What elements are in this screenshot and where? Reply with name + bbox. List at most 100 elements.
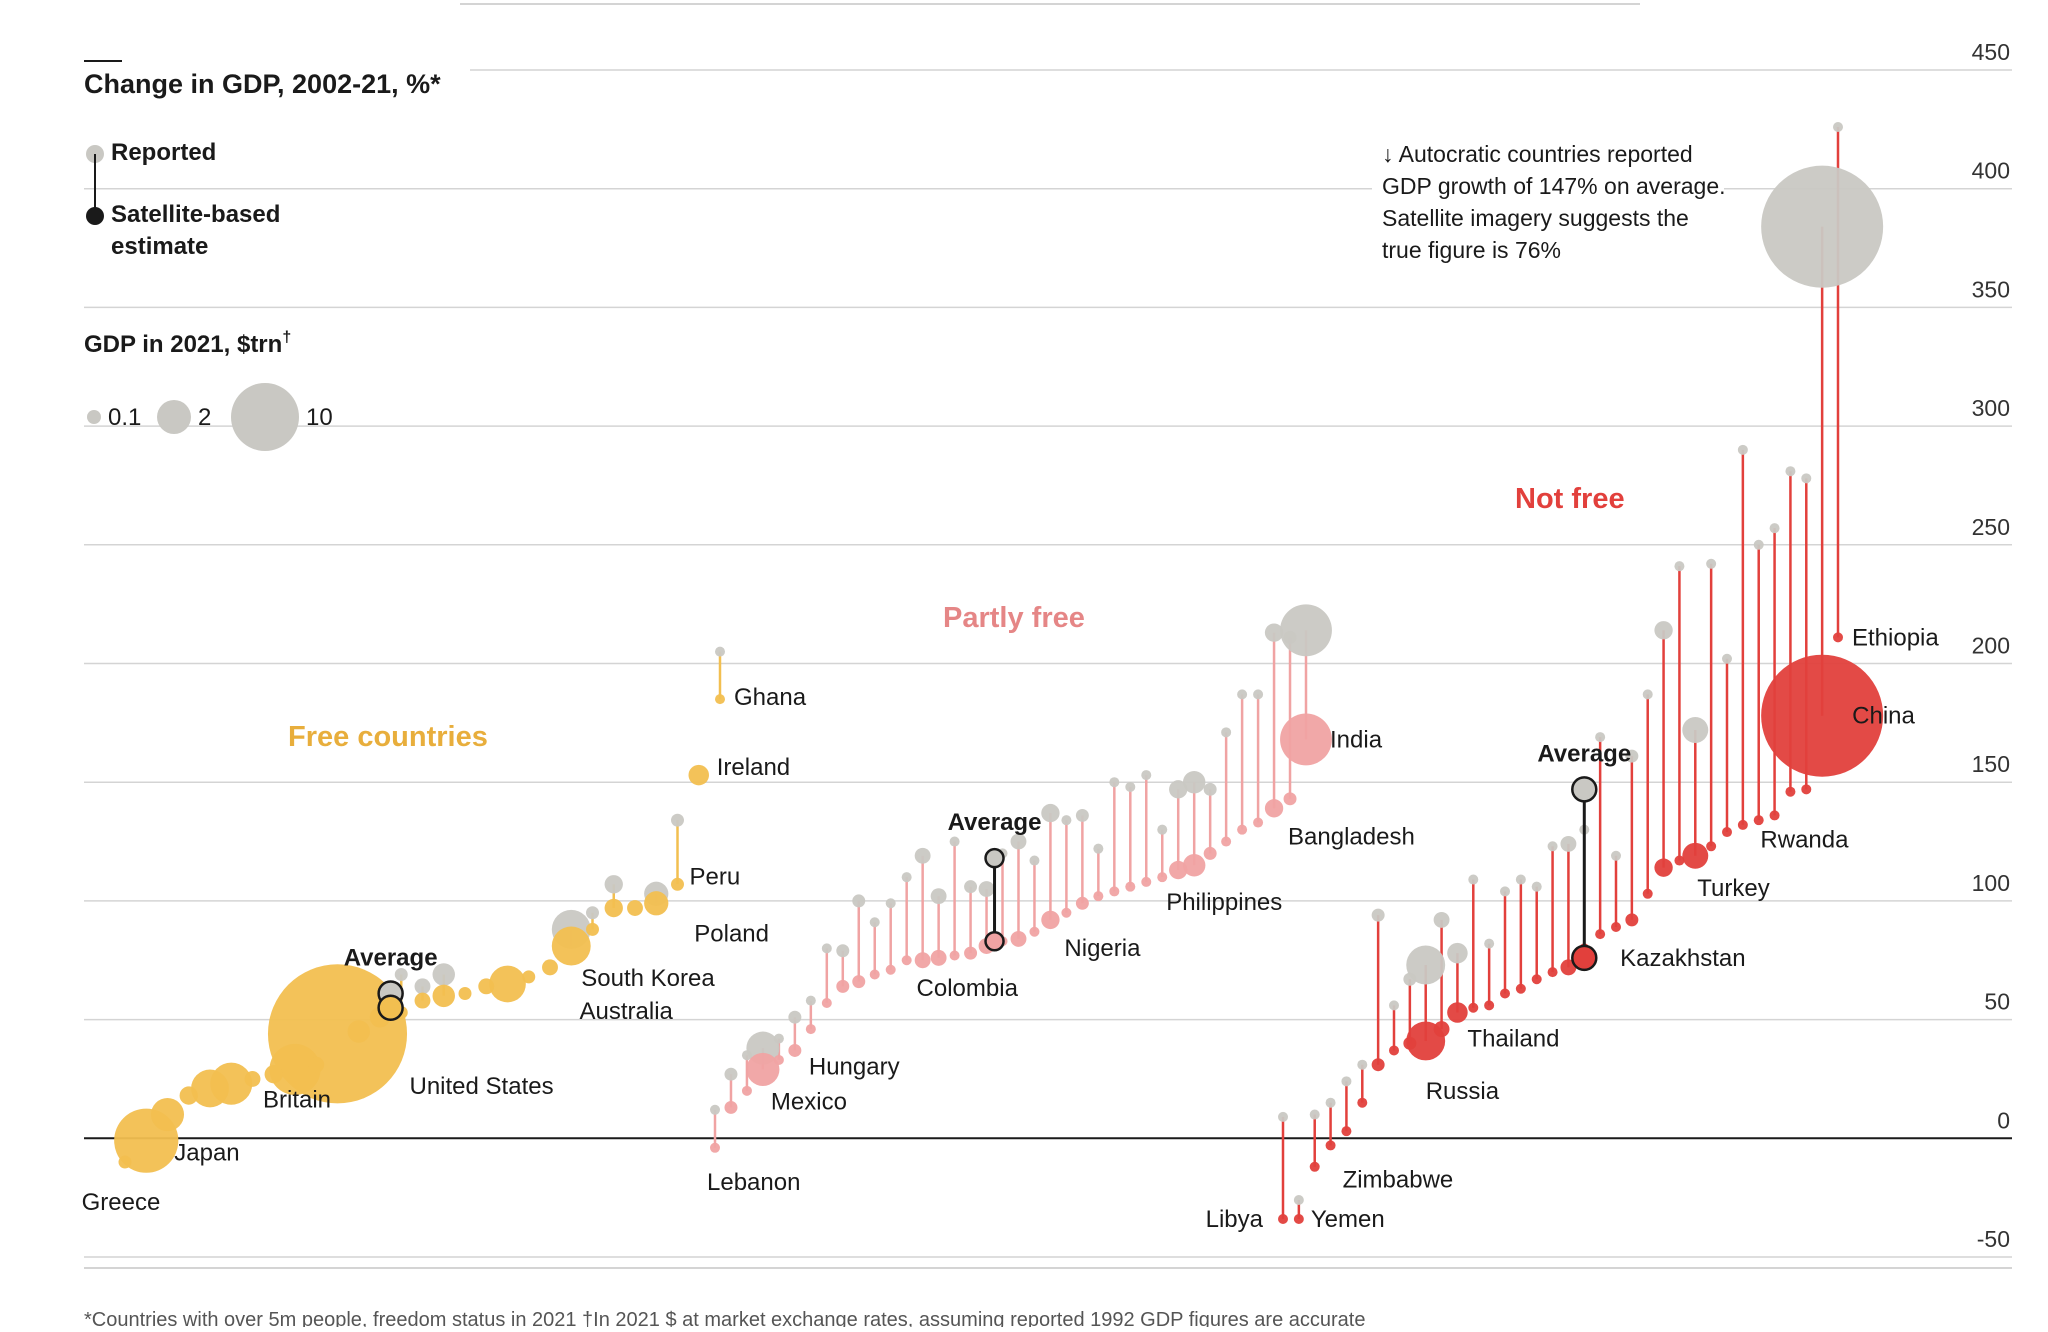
reported-dot [710,1104,720,1115]
reported-dot [1264,623,1284,642]
satellite-dot [1341,1126,1352,1137]
reported-dot [1169,780,1188,799]
satellite-dot [1109,886,1120,897]
satellite-dot [1125,881,1136,892]
satellite-dot [432,984,455,1008]
satellite-dot [542,959,558,976]
reported-dot [1611,850,1621,861]
dots [1278,121,1884,1225]
satellite-dot [821,997,832,1008]
size-legend-medium [157,400,191,434]
country-label: India [1330,726,1383,753]
satellite-dot [1531,974,1542,985]
country-label: Russia [1426,1078,1500,1105]
satellite-dot [914,952,931,969]
satellite-dot [150,1098,185,1132]
satellite-dot [269,1043,321,1095]
average-label: Average [948,809,1042,836]
satellite-dot [805,1024,816,1035]
country-label: Britain [263,1086,331,1113]
reported-dot [773,1033,784,1044]
annotation-line-2: GDP growth of 147% on average. [1382,173,1726,199]
country-label: Zimbabwe [1343,1166,1454,1193]
satellite-dot [741,1085,752,1096]
country-label: Ireland [717,754,790,781]
legend-satellite-label-2: estimate [111,233,208,260]
group-label-free: Free countries [288,721,488,753]
reported-dot [788,1010,802,1024]
reported-dot [1010,833,1027,850]
country-label: Rwanda [1760,827,1849,854]
size-legend-small [87,410,101,424]
reported-dot [1141,770,1152,781]
country-label: China [1852,703,1915,730]
satellite-dot [644,891,669,916]
country-label: Japan [174,1140,239,1167]
satellite-dot [1595,929,1606,940]
reported-dot [1737,444,1748,455]
satellite-dot [773,1054,784,1065]
satellite-dot [1075,896,1089,910]
satellite-dot [1611,922,1621,933]
country-label: Philippines [1166,889,1282,916]
satellite-dot [1833,632,1843,643]
reported-dot [1682,717,1709,743]
reported-dot [1801,473,1812,484]
reported-dot [1595,732,1606,743]
satellite-dot [1278,1214,1288,1225]
reported-dot [1157,824,1168,835]
satellite-dot [1029,926,1040,937]
satellite-dot [1041,910,1060,930]
legend-satellite-label: Satellite-based [111,201,280,228]
size-legend-medium-label: 2 [198,404,211,431]
satellite-dot [458,987,472,1000]
y-tick-label: 200 [1972,633,2010,659]
group-label-partly-free: Partly free [943,602,1085,634]
satellite-dot [964,946,978,960]
country-label: Peru [690,863,741,890]
reported-dot [1125,781,1136,792]
reported-dot [1625,749,1639,763]
satellite-dot [244,1071,261,1087]
group-0-marks: Average [114,646,725,1173]
legend-satellite-dot [86,207,104,225]
reported-dot [1722,653,1732,664]
reported-dot [949,836,960,847]
reported-dot [1283,630,1297,644]
annotation-line-3: Satellite imagery suggests the [1382,205,1689,231]
satellite-dot [836,979,850,993]
reported-dot [1029,855,1040,866]
satellite-dot [1357,1097,1368,1108]
satellite-dot [1253,817,1264,828]
reported-dot [1389,1000,1399,1011]
reported-dot [964,880,978,894]
annotation-background [1372,128,1724,276]
y-tick-label: 450 [1972,39,2010,65]
satellite-dot [1182,854,1206,877]
reported-dot [914,847,931,864]
reported-dot [1447,942,1468,964]
country-label: Thailand [1467,1025,1559,1052]
reported-dot [604,875,623,894]
reported-dot [852,894,866,908]
reported-dot [978,881,995,897]
footnote: *Countries with over 5m people, freedom … [84,1309,1365,1327]
reported-dot [394,968,408,981]
size-legend-large-label: 10 [306,404,333,431]
satellite-dot [586,922,599,936]
y-tick-label: 50 [1984,989,2010,1015]
satellite-dot [1264,799,1284,818]
average-reported-dot [984,847,1005,869]
satellite-dot [1157,872,1168,883]
reported-dot [1531,881,1542,892]
reported-dot [836,944,850,958]
country-label: Australia [580,998,674,1025]
stems [1281,126,1840,1220]
reported-dot [1061,815,1072,826]
reported-dot [1769,523,1780,534]
reported-dot [1761,165,1884,288]
country-label: Libya [1206,1206,1264,1233]
reported-dot [1500,886,1510,897]
satellite-dot [1468,1002,1479,1013]
reported-dot [1674,561,1685,572]
